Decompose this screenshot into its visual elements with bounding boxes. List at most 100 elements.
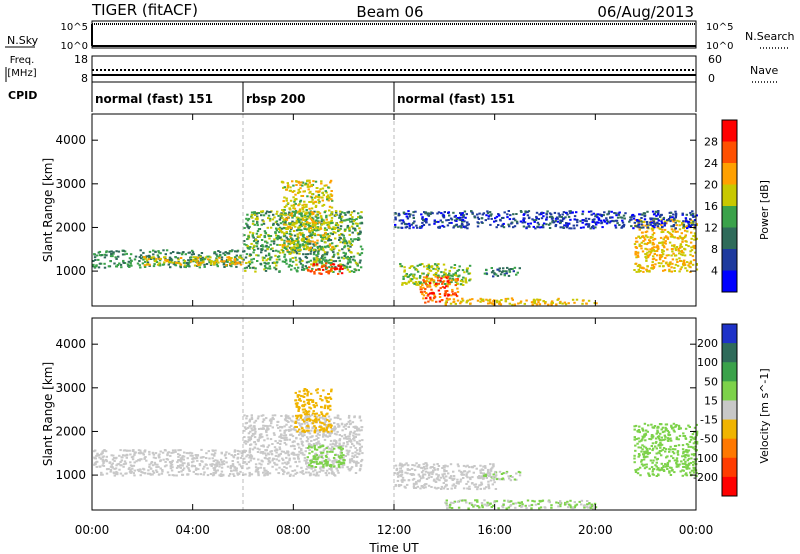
data-cell xyxy=(93,265,97,268)
data-cell xyxy=(682,227,685,230)
data-cell xyxy=(479,469,482,472)
data-cell xyxy=(453,264,457,266)
data-cell xyxy=(571,211,574,214)
data-cell xyxy=(436,276,440,279)
data-cell xyxy=(307,238,310,241)
data-cell xyxy=(268,237,271,240)
data-cell xyxy=(116,463,119,466)
data-cell xyxy=(295,405,298,408)
data-cell xyxy=(456,290,460,293)
data-cell xyxy=(286,249,289,252)
data-cell xyxy=(328,235,331,237)
data-cell xyxy=(93,253,96,256)
data-cell xyxy=(662,253,665,256)
data-cell xyxy=(400,265,404,268)
data-cell xyxy=(640,223,643,226)
data-cell xyxy=(340,211,344,214)
data-cell xyxy=(476,476,480,479)
data-cell xyxy=(293,214,296,217)
data-cell xyxy=(523,302,526,305)
data-cell xyxy=(652,243,656,246)
data-cell xyxy=(359,231,362,234)
data-cell xyxy=(323,256,327,259)
data-cell xyxy=(148,263,151,266)
data-cell xyxy=(306,180,309,183)
data-cell xyxy=(92,263,95,266)
data-cell xyxy=(452,211,455,214)
data-cell xyxy=(282,226,286,229)
data-cell xyxy=(308,212,312,215)
data-cell xyxy=(301,408,305,411)
data-cell xyxy=(320,182,323,185)
data-cell xyxy=(457,268,461,271)
data-cell xyxy=(458,469,461,472)
data-cell xyxy=(248,449,251,452)
data-cell xyxy=(296,430,299,433)
data-cell xyxy=(159,252,162,255)
data-cell xyxy=(275,264,278,267)
data-cell xyxy=(312,455,315,458)
data-cell xyxy=(443,470,446,473)
data-cell xyxy=(476,486,479,489)
y-tick-label: 3000 xyxy=(55,177,86,191)
data-cell xyxy=(269,438,273,441)
data-cell xyxy=(294,240,297,242)
data-cell xyxy=(263,452,267,455)
data-cell xyxy=(630,215,633,218)
data-cell xyxy=(253,249,256,251)
data-cell xyxy=(662,250,665,253)
data-cell xyxy=(673,217,676,220)
data-cell xyxy=(460,226,463,229)
data-cell xyxy=(316,263,319,266)
data-cell xyxy=(646,256,650,259)
data-cell xyxy=(655,259,658,262)
data-cell xyxy=(557,505,560,508)
data-cell xyxy=(394,218,397,221)
data-cell xyxy=(457,275,460,278)
data-cell xyxy=(443,286,446,289)
data-cell xyxy=(214,459,217,462)
data-cell xyxy=(319,246,323,249)
data-cell xyxy=(597,217,600,220)
data-cell xyxy=(581,210,585,213)
data-cell xyxy=(352,255,356,258)
data-cell xyxy=(489,469,493,472)
data-cell xyxy=(480,502,484,504)
data-cell xyxy=(563,301,567,304)
data-cell xyxy=(576,219,579,221)
data-cell xyxy=(342,257,346,260)
data-cell xyxy=(324,246,327,249)
data-cell xyxy=(441,280,445,283)
data-cell xyxy=(427,263,430,266)
data-cell xyxy=(295,216,299,219)
data-cell xyxy=(443,292,447,295)
data-cell xyxy=(445,484,448,487)
data-cell xyxy=(303,392,306,395)
data-cell xyxy=(465,501,468,504)
data-cell xyxy=(93,450,96,453)
data-cell xyxy=(92,260,95,262)
data-cell xyxy=(415,268,419,271)
data-cell xyxy=(655,214,658,217)
data-cell xyxy=(153,263,156,266)
data-cell xyxy=(240,452,243,455)
data-cell xyxy=(425,292,428,294)
data-cell xyxy=(567,222,570,225)
data-cell xyxy=(295,184,298,186)
data-cell xyxy=(338,461,341,464)
data-cell xyxy=(671,262,674,265)
data-cell xyxy=(394,212,397,215)
data-cell xyxy=(130,260,133,262)
data-cell xyxy=(690,223,694,226)
data-cell xyxy=(531,303,534,306)
data-cell xyxy=(493,501,496,504)
data-cell xyxy=(450,266,453,269)
data-cell xyxy=(123,460,127,463)
data-cell xyxy=(448,298,451,301)
data-cell xyxy=(473,504,477,507)
data-cell xyxy=(308,216,311,219)
data-cell xyxy=(353,227,357,230)
data-cell xyxy=(183,462,186,465)
data-cell xyxy=(555,216,559,219)
data-cell xyxy=(285,231,288,233)
